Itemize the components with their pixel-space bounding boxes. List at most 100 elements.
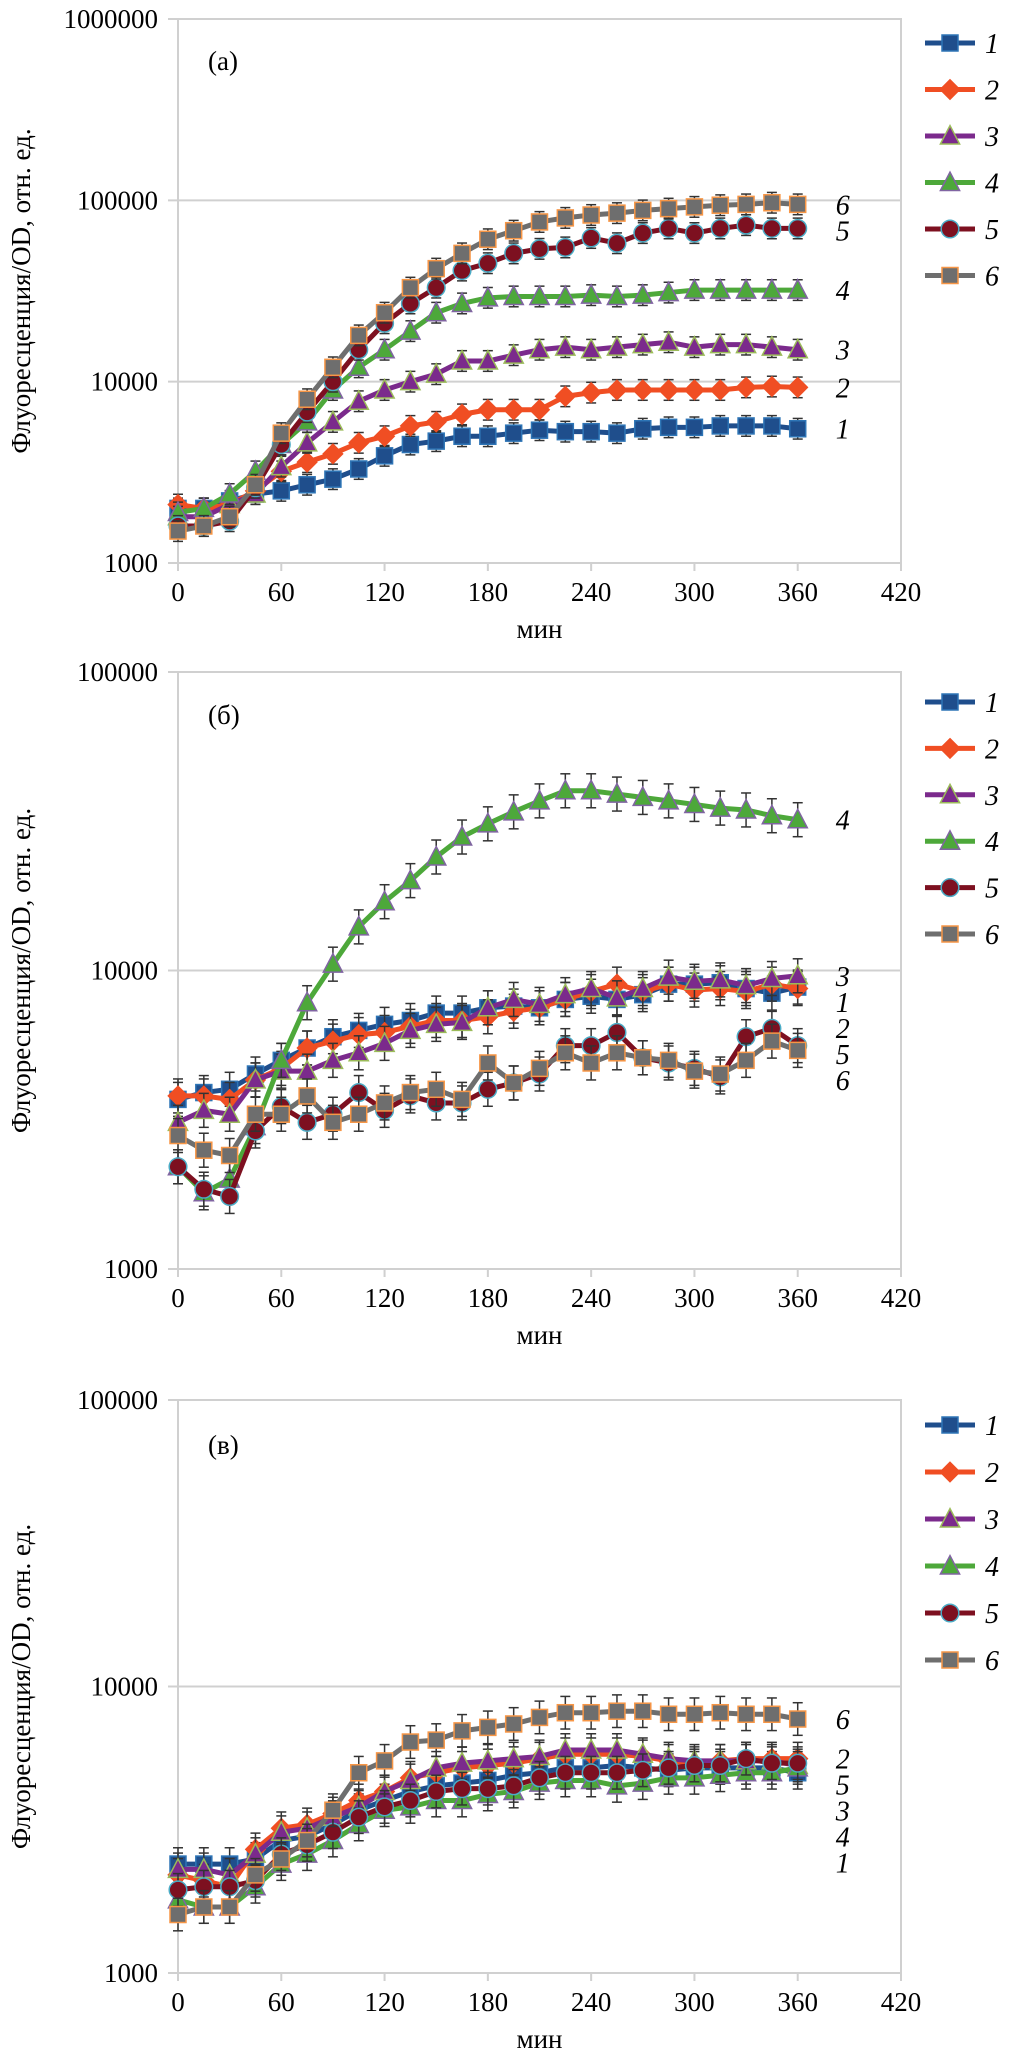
data-point bbox=[608, 424, 626, 442]
legend-label: 3 bbox=[984, 122, 999, 153]
series-end-label: 4 bbox=[836, 806, 850, 837]
legend-marker-icon bbox=[941, 693, 959, 711]
legend-label: 1 bbox=[985, 29, 999, 60]
data-point bbox=[477, 399, 499, 421]
data-point bbox=[399, 319, 422, 340]
data-point bbox=[373, 1031, 396, 1053]
legend-marker-icon bbox=[939, 123, 961, 145]
x-tick-label: 180 bbox=[468, 1283, 509, 1313]
data-point bbox=[788, 1041, 807, 1060]
data-point bbox=[530, 1708, 549, 1727]
data-point bbox=[633, 223, 653, 243]
data-point bbox=[425, 844, 448, 866]
data-point bbox=[478, 253, 498, 273]
x-tick-label: 240 bbox=[571, 577, 612, 607]
data-point bbox=[502, 399, 525, 421]
x-tick-label: 360 bbox=[777, 577, 818, 607]
data-point bbox=[270, 454, 293, 476]
data-point bbox=[425, 300, 448, 322]
data-point bbox=[685, 1705, 704, 1724]
legend-marker-icon bbox=[941, 1416, 959, 1434]
series-end-label: 6 bbox=[836, 190, 850, 221]
data-point bbox=[763, 1705, 781, 1724]
data-point bbox=[659, 218, 679, 238]
data-point bbox=[298, 390, 316, 408]
legend-marker-icon bbox=[939, 737, 961, 760]
y-axis-label: Флуоресценция/OD, отн. ед. bbox=[6, 1524, 36, 1849]
data-point bbox=[788, 1710, 807, 1728]
data-point bbox=[324, 1801, 342, 1819]
data-point bbox=[657, 280, 680, 302]
data-point bbox=[194, 1179, 214, 1199]
data-point bbox=[375, 1752, 394, 1770]
data-point bbox=[453, 1722, 471, 1740]
data-point bbox=[556, 1703, 575, 1722]
data-point bbox=[529, 239, 550, 259]
data-point bbox=[685, 418, 704, 437]
data-point bbox=[608, 1702, 626, 1720]
data-point bbox=[735, 973, 757, 995]
data-point bbox=[220, 1146, 239, 1165]
data-point bbox=[736, 1749, 756, 1769]
data-point bbox=[477, 1748, 499, 1770]
data-point bbox=[685, 1062, 704, 1080]
data-point bbox=[528, 992, 551, 1014]
data-point bbox=[709, 796, 732, 817]
data-point bbox=[502, 1746, 525, 1768]
panel-label: (б) bbox=[208, 700, 240, 730]
series-end-label: 3 bbox=[835, 336, 850, 367]
data-point bbox=[322, 952, 344, 973]
legend-marker-icon bbox=[939, 782, 961, 804]
data-point bbox=[761, 803, 783, 825]
x-tick-label: 120 bbox=[364, 1987, 405, 2017]
data-point bbox=[451, 291, 473, 313]
legend-marker-icon bbox=[941, 266, 959, 285]
data-point bbox=[786, 337, 809, 359]
data-point bbox=[554, 778, 577, 800]
data-point bbox=[711, 1703, 729, 1722]
data-point bbox=[373, 889, 396, 911]
data-point bbox=[580, 337, 602, 359]
series-5 bbox=[168, 214, 808, 538]
legend-marker-icon bbox=[941, 1651, 959, 1669]
data-point bbox=[399, 415, 422, 437]
legend-item-5: 5 bbox=[925, 1599, 999, 1630]
data-point bbox=[322, 409, 344, 431]
data-point bbox=[606, 782, 628, 803]
data-point bbox=[763, 1032, 781, 1050]
data-point bbox=[452, 1779, 472, 1799]
data-point bbox=[297, 1112, 317, 1132]
series-end-label: 6 bbox=[836, 1705, 850, 1736]
data-point bbox=[504, 1074, 523, 1092]
data-point bbox=[634, 1049, 652, 1067]
data-point bbox=[453, 244, 471, 263]
data-point bbox=[192, 1098, 215, 1120]
data-point bbox=[502, 343, 525, 364]
data-point bbox=[401, 1733, 420, 1751]
data-point bbox=[479, 427, 497, 446]
panel-label: (в) bbox=[208, 1430, 239, 1460]
x-tick-label: 180 bbox=[468, 1987, 509, 2017]
data-point bbox=[580, 381, 602, 404]
data-point bbox=[735, 278, 757, 299]
data-point bbox=[347, 1040, 370, 1062]
legend-label: 2 bbox=[985, 1458, 999, 1489]
data-point bbox=[788, 195, 807, 214]
data-point bbox=[504, 1715, 523, 1733]
data-point bbox=[401, 435, 420, 454]
data-point bbox=[608, 1044, 626, 1062]
series-end-label: 1 bbox=[836, 415, 850, 446]
data-point bbox=[504, 1776, 524, 1796]
data-point bbox=[634, 1702, 652, 1720]
data-point bbox=[169, 1126, 187, 1145]
data-point bbox=[350, 1763, 368, 1782]
data-point bbox=[710, 218, 730, 238]
y-tick-label: 1000000 bbox=[64, 4, 159, 34]
x-tick-label: 120 bbox=[364, 577, 405, 607]
legend-item-4: 4 bbox=[925, 1552, 999, 1583]
data-point bbox=[298, 476, 316, 494]
data-point bbox=[657, 379, 680, 401]
data-point bbox=[788, 1753, 808, 1773]
series-end-label: 5 bbox=[836, 1771, 850, 1802]
